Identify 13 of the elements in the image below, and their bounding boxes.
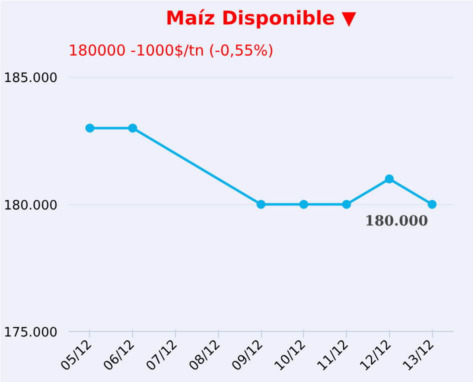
chart-subtitle: 180000 -1000$/tn (-0,55%)	[68, 42, 274, 60]
y-tick-label: 175.000	[4, 326, 58, 340]
annotation: 180.000	[364, 213, 428, 230]
point	[384, 174, 394, 184]
point	[128, 124, 138, 133]
chart-title: Maíz Disponible ▼	[166, 8, 357, 30]
point	[299, 200, 308, 209]
point	[85, 124, 94, 133]
point	[428, 200, 437, 209]
point	[342, 200, 352, 209]
point	[256, 200, 266, 209]
y-tick-label: 185.000	[4, 71, 58, 86]
y-tick-label: 180.000	[4, 198, 58, 214]
